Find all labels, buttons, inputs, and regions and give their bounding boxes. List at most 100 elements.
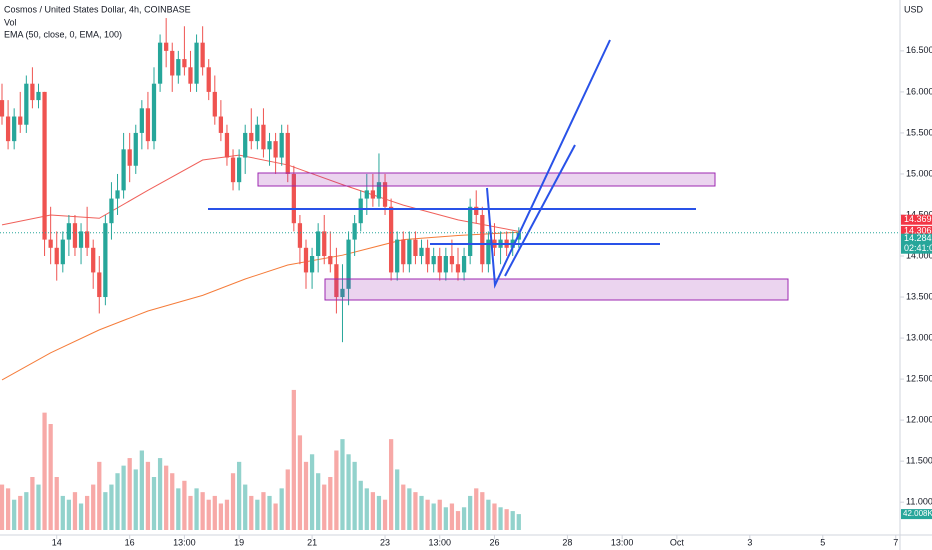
candle-body [255,124,260,142]
volume-bar [139,450,144,530]
x-tick-label: 5 [820,537,825,547]
x-tick-label: 14 [52,537,62,547]
volume-bar [230,473,236,530]
candle-body [212,91,217,117]
candle-body [449,256,455,265]
volume-bar [151,477,157,530]
price-label-box [901,214,932,225]
y-tick-label: 14.500 [906,209,932,219]
candle-body [224,132,230,158]
zone [257,172,716,187]
volume-bar [5,488,11,530]
x-tick-label: 13:00 [173,537,196,547]
candle-body [346,239,351,289]
currency-label: USD [904,4,924,14]
candle-body [66,223,72,240]
volume-bar [364,488,369,530]
x-tick-label: 3 [747,537,752,547]
candle-body [127,149,132,166]
x-tick-label: 7 [893,537,898,547]
candle-body [48,239,53,248]
series-layer [0,18,521,530]
candle-body [273,141,278,158]
candle-body [419,247,424,257]
volume-bar [316,473,321,530]
volume-bar [72,492,78,530]
candle-body [297,223,303,248]
volume-bar [164,465,169,530]
volume-bar [273,503,278,530]
candle-body [91,247,96,273]
volume-bar [334,450,339,530]
candle-body [352,223,357,240]
volume-bar [24,492,29,530]
volume-bar [370,492,376,530]
candle-body [115,190,120,199]
volume-bar [12,499,17,530]
volume-bar [443,507,448,530]
candle-body [480,214,485,265]
volume-bar [322,484,327,530]
candle-body [188,67,193,84]
candle-body [376,182,382,199]
volume-bar [352,461,357,530]
volume-bar [0,484,5,530]
volume-bar [474,488,479,530]
volume-bar [309,454,315,530]
candle-body [334,264,339,298]
candle-body [176,59,181,76]
volume-label-box [901,509,932,520]
volume-bar [388,439,394,530]
volume-bar [255,499,260,530]
volume-bar [194,488,199,530]
candle-body [364,190,369,199]
candle-body [97,272,102,298]
y-tick-label: 13.500 [906,291,932,301]
candle-body [145,108,151,142]
x-tick-label: 13:00 [428,537,451,547]
x-tick-label: 26 [489,537,499,547]
volume-bar [200,492,205,530]
candle-body [5,116,11,142]
candle-body [230,157,236,183]
price-label: 14.284 [904,233,932,243]
candle-body [413,239,418,257]
volume-bar [486,499,491,530]
volume-bar [413,492,418,530]
candle-body [121,149,126,191]
candle-body [486,239,491,265]
candle-body [322,231,327,257]
volume-bar [145,461,151,530]
candle-body [78,231,84,248]
volume-bar [291,389,296,530]
candle-body [407,239,412,265]
candle-body [103,223,108,298]
candle-body [437,256,442,273]
volume-bar [480,492,485,530]
candle-body [291,173,296,224]
candle-body [340,288,345,298]
candle-body [54,247,59,265]
volume-bar [425,499,430,530]
price-label: 14.369 [904,214,932,224]
candle-body [461,256,467,273]
volume-bar [382,499,388,530]
x-tick-label: Oct [670,537,685,547]
chart-title: Cosmos / United States Dollar, 4h, COINB… [4,4,191,14]
candle-body [84,231,90,248]
candle-body [303,247,309,273]
volume-bar [18,495,23,530]
y-tick-label: 12.500 [906,373,932,383]
candle-body [443,256,448,273]
volume-bar [455,511,461,530]
volume-bar [401,484,406,530]
y-tick-label: 12.000 [906,414,932,424]
volume-bar [328,477,333,530]
x-tick-label: 21 [307,537,317,547]
volume-bar [212,495,217,530]
trend-line [486,39,611,289]
volume-bar [206,499,211,530]
volume-bar [249,495,254,530]
x-tick-label: 13:00 [611,537,634,547]
